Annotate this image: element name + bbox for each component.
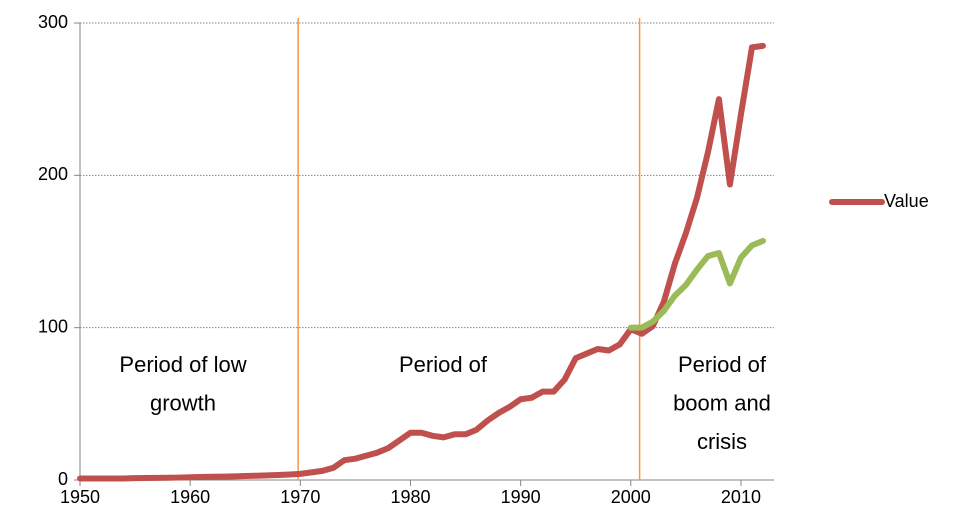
annotation: Period of low <box>119 352 246 377</box>
x-tick-label: 1990 <box>501 487 541 507</box>
annotation: crisis <box>697 429 747 454</box>
x-tick-label: 1980 <box>390 487 430 507</box>
y-tick-label: 0 <box>58 469 68 489</box>
legend-label: Value <box>884 191 929 211</box>
annotation: boom and <box>673 390 771 415</box>
x-tick-label: 1950 <box>60 487 100 507</box>
x-tick-label: 2010 <box>721 487 761 507</box>
y-tick-label: 300 <box>38 12 68 32</box>
annotation: growth <box>150 390 216 415</box>
x-tick-label: 2000 <box>611 487 651 507</box>
annotation: Period of <box>399 352 488 377</box>
x-tick-label: 1960 <box>170 487 210 507</box>
series-line <box>627 237 766 331</box>
series-line <box>77 42 766 482</box>
x-tick-label: 1970 <box>280 487 320 507</box>
annotation: Period of <box>678 352 767 377</box>
y-tick-label: 100 <box>38 316 68 336</box>
y-tick-label: 200 <box>38 164 68 184</box>
